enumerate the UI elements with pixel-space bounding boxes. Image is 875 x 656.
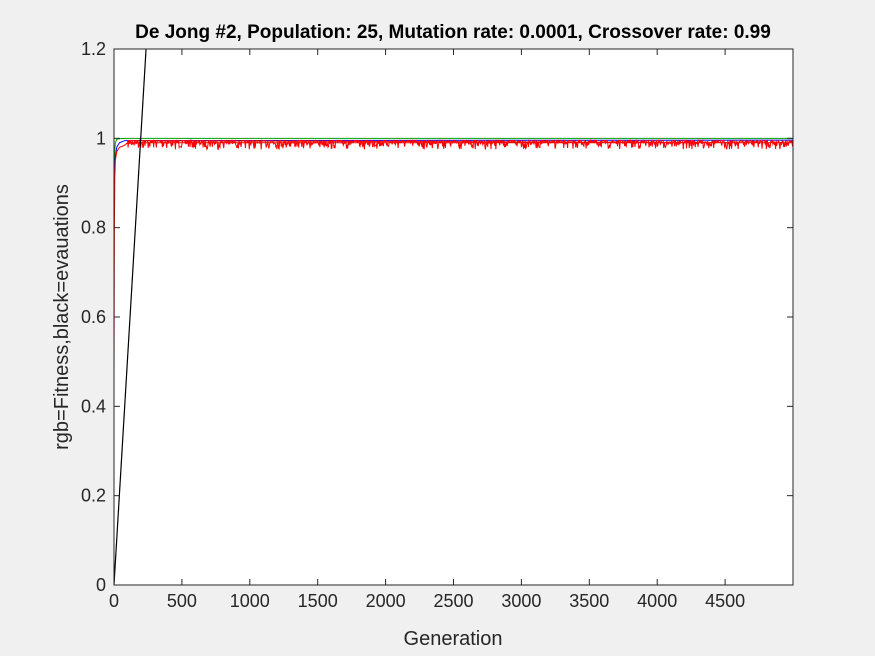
- y-tick-label: 0.4: [81, 396, 106, 416]
- x-tick-label: 4500: [705, 591, 745, 611]
- y-tick-label: 0: [96, 575, 106, 595]
- y-axis-label: rgb=Fitness,black=evauations: [51, 184, 73, 450]
- x-tick-label: 1000: [230, 591, 270, 611]
- x-tick-label: 3500: [569, 591, 609, 611]
- plot-area: [114, 49, 793, 585]
- y-tick-label: 0.8: [81, 218, 106, 238]
- series-line-2: [114, 138, 793, 376]
- y-tick-label: 1.2: [81, 39, 106, 59]
- y-tick-label: 0.2: [81, 486, 106, 506]
- axes-layer: 0 500 1000 1500 2000 2500 3000 3500 4000 4500 0 0.2…: [81, 39, 794, 611]
- x-tick-label: 4000: [637, 591, 677, 611]
- x-axis-label: Generation: [404, 628, 503, 650]
- series-line-0: [114, 137, 793, 192]
- x-tick-label: 2500: [433, 591, 473, 611]
- series-line-3: [114, 49, 147, 585]
- x-tick-label: 500: [167, 591, 197, 611]
- x-tick-label: 0: [109, 591, 119, 611]
- x-tick-label: 3000: [501, 591, 541, 611]
- x-tick-label: 1500: [298, 591, 338, 611]
- x-tick-label: 2000: [366, 591, 406, 611]
- chart-title: De Jong #2, Population: 25, Mutation rat…: [135, 22, 771, 43]
- y-tick-label: 0.6: [81, 307, 106, 327]
- series-layer: [114, 49, 793, 585]
- y-tick-label: 1: [96, 128, 106, 148]
